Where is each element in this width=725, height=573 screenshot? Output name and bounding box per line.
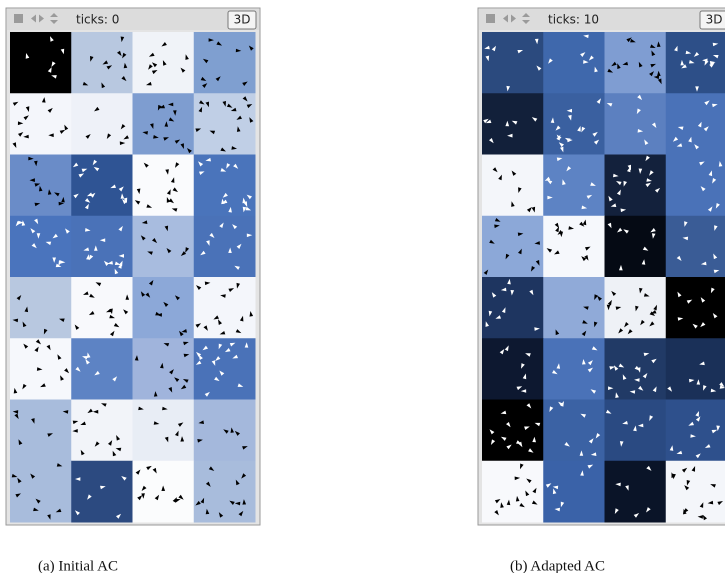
toolbar bbox=[7, 9, 259, 30]
patch bbox=[666, 277, 725, 339]
patch bbox=[10, 400, 72, 462]
patch bbox=[605, 155, 667, 217]
patch bbox=[666, 461, 725, 523]
patch bbox=[482, 338, 544, 400]
patch bbox=[543, 216, 605, 278]
patch bbox=[194, 216, 256, 278]
patch bbox=[133, 277, 195, 339]
patch bbox=[543, 277, 605, 339]
patch bbox=[10, 461, 72, 523]
patch bbox=[71, 155, 133, 217]
patch bbox=[10, 32, 72, 94]
patch bbox=[482, 32, 544, 94]
patch bbox=[133, 461, 195, 523]
caption: (b) Adapted AC bbox=[510, 558, 605, 573]
patch bbox=[666, 338, 725, 400]
caption: (a) Initial AC bbox=[38, 558, 118, 573]
patch bbox=[605, 461, 667, 523]
netlogo-view: ticks: 0 3D bbox=[6, 8, 260, 525]
patch bbox=[605, 338, 667, 400]
patch bbox=[666, 216, 725, 278]
patch bbox=[543, 461, 605, 523]
patch bbox=[605, 32, 667, 94]
patch bbox=[71, 277, 133, 339]
patch bbox=[10, 277, 72, 339]
patch bbox=[666, 32, 725, 94]
patch bbox=[605, 93, 667, 155]
patch bbox=[194, 461, 256, 523]
patch bbox=[194, 32, 256, 94]
figure: ticks: 0 3D (a) Initial AC ticks: 10 3D (b) A… bbox=[0, 0, 725, 573]
patch bbox=[71, 400, 133, 462]
ticks-label: ticks: 0 bbox=[76, 13, 119, 27]
patch bbox=[543, 155, 605, 217]
patch bbox=[194, 277, 256, 339]
patch bbox=[133, 216, 195, 278]
page: ticks: 0 3D (a) Initial AC ticks: 10 3D (b) A… bbox=[0, 0, 725, 573]
patch bbox=[605, 216, 667, 278]
patch bbox=[71, 93, 133, 155]
ticks-label: ticks: 10 bbox=[548, 13, 599, 27]
patch bbox=[543, 93, 605, 155]
patch bbox=[194, 155, 256, 217]
patch bbox=[133, 155, 195, 217]
patch bbox=[605, 277, 667, 339]
patch bbox=[133, 93, 195, 155]
3d-button-label[interactable]: 3D bbox=[234, 13, 251, 27]
patch bbox=[482, 277, 544, 339]
patch bbox=[543, 400, 605, 462]
patch bbox=[71, 216, 133, 278]
patch bbox=[71, 338, 133, 400]
patch bbox=[543, 32, 605, 94]
netlogo-view: ticks: 10 3D bbox=[478, 8, 725, 525]
patch bbox=[133, 338, 195, 400]
patch bbox=[482, 93, 544, 155]
3d-button-label[interactable]: 3D bbox=[706, 13, 723, 27]
patch bbox=[10, 216, 72, 278]
toolbar bbox=[479, 9, 725, 30]
patch bbox=[10, 155, 72, 217]
patch bbox=[71, 461, 133, 523]
